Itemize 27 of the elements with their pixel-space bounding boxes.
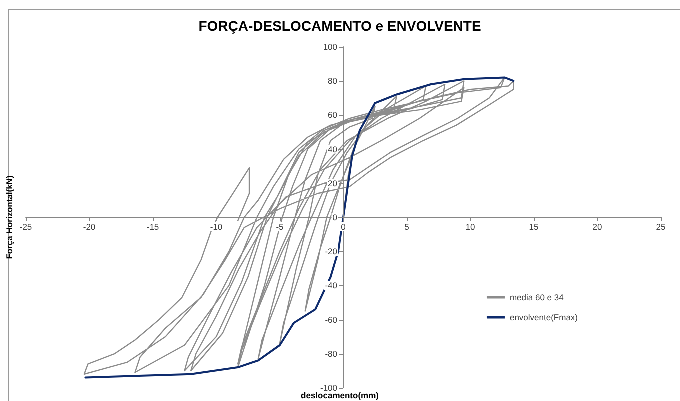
y-tick-label: 0 — [332, 212, 338, 222]
y-tick-label: -40 — [325, 280, 338, 291]
y-tick-label: 60 — [328, 110, 338, 120]
x-tick-label: -15 — [146, 222, 160, 232]
x-tick-label: 20 — [592, 222, 602, 232]
x-tick-label: 10 — [466, 222, 476, 232]
y-tick-label: -80 — [325, 348, 338, 359]
y-tick-label: -100 — [320, 383, 338, 393]
x-tick-label: -5 — [276, 222, 284, 232]
x-tick-label: -20 — [83, 222, 96, 232]
y-tick-label: 100 — [323, 42, 338, 52]
y-tick-label: -20 — [325, 246, 338, 257]
x-tick-label: 15 — [529, 222, 539, 232]
y-tick-label: -60 — [325, 314, 338, 325]
x-axis-title: deslocamento(mm) — [301, 390, 380, 400]
chart-title: FORÇA-DESLOCAMENTO e ENVOLVENTE — [198, 18, 482, 34]
x-tick-label: 0 — [341, 222, 346, 232]
x-tick-label: 5 — [404, 222, 410, 232]
x-tick-label: -25 — [20, 222, 32, 232]
y-axis-title: Força Horizontal(kN) — [4, 176, 14, 260]
y-tick-label: 20 — [328, 178, 338, 188]
x-tick-label: 25 — [656, 222, 666, 232]
legend-label: envolvente(Fmax) — [510, 312, 578, 322]
x-tick-label: -10 — [210, 222, 223, 232]
y-tick-label: 80 — [328, 76, 338, 86]
legend-label: media 60 e 34 — [510, 292, 564, 302]
y-tick-label: 40 — [328, 144, 338, 154]
